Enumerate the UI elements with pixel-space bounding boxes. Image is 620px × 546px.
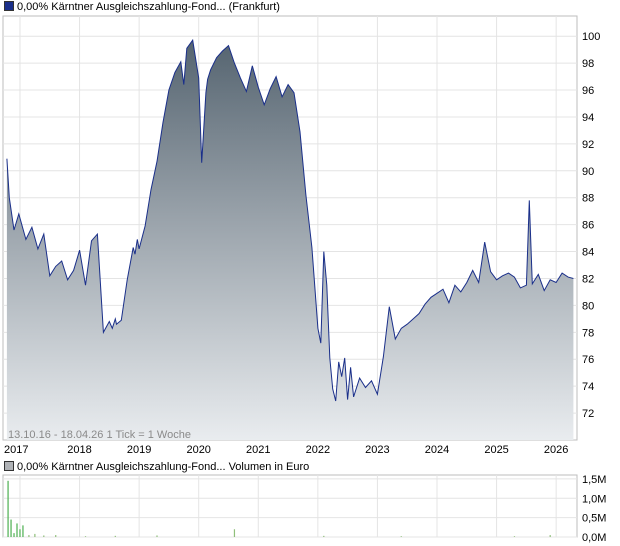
- volume-bar: [16, 523, 18, 537]
- volume-bar: [323, 535, 325, 537]
- x-tick-label: 2025: [484, 444, 508, 456]
- x-tick-label: 2018: [67, 444, 91, 456]
- volume-grid: [3, 475, 577, 538]
- y-tick-label: 84: [582, 247, 594, 259]
- volume-bar: [13, 533, 15, 537]
- y-tick-label: 74: [582, 381, 594, 393]
- volume-bars: [7, 480, 551, 537]
- price-line: [6, 38, 574, 402]
- volume-bar: [43, 535, 45, 537]
- range-note: 13.10.16 - 18.04.26 1 Tick = 1 Woche: [8, 429, 191, 441]
- y-tick-label: 80: [582, 300, 594, 312]
- price-legend: 0,00% Kärntner Ausgleichszahlung-Fond...…: [4, 1, 280, 13]
- x-tick-label: 2020: [186, 444, 210, 456]
- volume-y-tick-label: 1,5M: [582, 474, 606, 486]
- y-tick-label: 92: [582, 139, 594, 151]
- price-legend-label: 0,00% Kärntner Ausgleichszahlung-Fond...…: [17, 1, 280, 13]
- volume-bar: [84, 536, 87, 537]
- y-tick-label: 72: [582, 408, 594, 420]
- volume-bar: [34, 533, 36, 537]
- x-tick-label: 2021: [246, 444, 270, 456]
- volume-bar: [400, 536, 402, 537]
- volume-legend-label: 0,00% Kärntner Ausgleichszahlung-Fond...…: [17, 461, 310, 473]
- y-tick-label: 100: [582, 31, 600, 43]
- x-tick-label: 2017: [4, 444, 28, 456]
- y-tick-label: 98: [582, 58, 594, 70]
- volume-y-tick-label: 0,0M: [582, 532, 606, 544]
- y-tick-label: 90: [582, 166, 594, 178]
- y-tick-label: 94: [582, 112, 594, 124]
- volume-bar: [233, 529, 236, 537]
- x-tick-label: 2023: [365, 444, 389, 456]
- volume-legend-swatch: [4, 461, 14, 471]
- y-tick-label: 96: [582, 85, 594, 97]
- volume-legend: 0,00% Kärntner Ausgleichszahlung-Fond...…: [4, 461, 309, 473]
- x-tick-label: 2022: [306, 444, 330, 456]
- price-x-axis: 2017 2018 2019 2020 2021 2022 2023 2024 2025 2026: [4, 444, 568, 456]
- x-tick-label: 2026: [544, 444, 568, 456]
- volume-bar: [28, 535, 30, 537]
- volume-y-tick-label: 1,0M: [582, 493, 606, 505]
- volume-bar: [19, 529, 21, 537]
- volume-bar: [114, 535, 116, 537]
- y-tick-label: 86: [582, 220, 594, 232]
- volume-bar: [513, 536, 516, 537]
- volume-plot-frame: [2, 474, 578, 538]
- volume-y-tick-label: 0,5M: [582, 513, 606, 525]
- volume-bar: [22, 525, 24, 537]
- price-area: [6, 40, 574, 440]
- x-tick-label: 2019: [127, 444, 151, 456]
- volume-bar: [549, 535, 551, 537]
- y-tick-label: 82: [582, 273, 594, 285]
- x-tick-label: 2024: [425, 444, 449, 456]
- y-tick-label: 88: [582, 193, 594, 205]
- y-tick-label: 76: [582, 354, 594, 366]
- volume-bar: [7, 480, 9, 537]
- y-tick-label: 78: [582, 327, 594, 339]
- volume-y-axis: 0,0M 0,5M 1,0M 1,5M: [582, 474, 606, 544]
- price-legend-swatch: [4, 1, 14, 11]
- price-y-axis: 72 74 76 78 80 82 84 86 88 90 92 94 96 98 100: [582, 31, 600, 420]
- volume-bar: [55, 535, 57, 537]
- volume-bar: [10, 519, 12, 537]
- volume-bar: [156, 535, 158, 537]
